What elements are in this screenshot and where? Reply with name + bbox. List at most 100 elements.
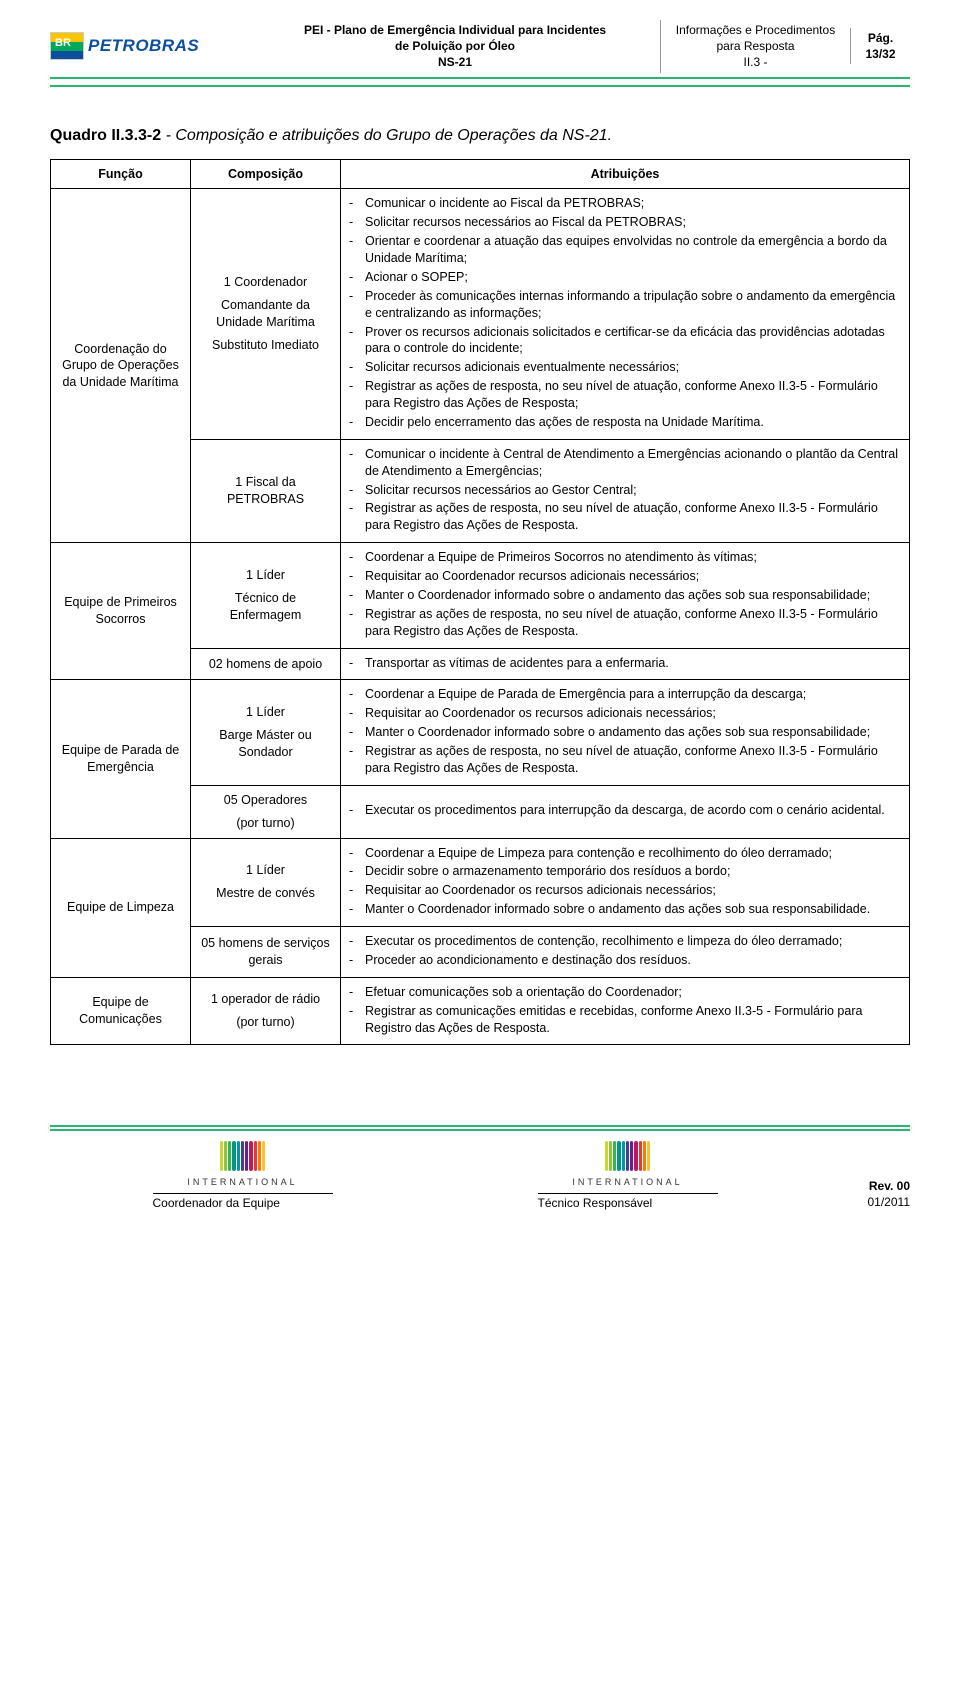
icf-logo-left xyxy=(220,1141,266,1171)
dash-marker: - xyxy=(349,568,365,585)
th-funcao: Função xyxy=(51,159,191,189)
dash-marker: - xyxy=(349,288,365,322)
attr-text: Manter o Coordenador informado sobre o a… xyxy=(365,724,901,741)
dash-marker: - xyxy=(349,724,365,741)
icf-stripe xyxy=(258,1141,261,1171)
icf-stripe xyxy=(245,1141,248,1171)
footer-left-label: Coordenador da Equipe xyxy=(153,1193,333,1210)
dash-marker: - xyxy=(349,606,365,640)
footer-inner: INTERNATIONAL Coordenador da Equipe INTE… xyxy=(50,1129,910,1210)
attr-list: -Efetuar comunicações sob a orientação d… xyxy=(349,984,901,1037)
attr-item: -Prover os recursos adicionais solicitad… xyxy=(349,324,901,358)
cell-composicao: 1 CoordenadorComandante da Unidade Marít… xyxy=(191,189,341,439)
dash-marker: - xyxy=(349,802,365,819)
header-title: PEI - Plano de Emergência Individual par… xyxy=(250,22,660,71)
dash-marker: - xyxy=(349,845,365,862)
cell-funcao: Equipe de Comunicações xyxy=(51,977,191,1045)
quadro-label: Quadro II.3.3-2 xyxy=(50,127,161,144)
attr-item: -Requisitar ao Coordenador recursos adic… xyxy=(349,568,901,585)
comp-line: Substituto Imediato xyxy=(199,337,332,354)
attr-text: Registrar as ações de resposta, no seu n… xyxy=(365,743,901,777)
icf-stripe xyxy=(228,1141,231,1171)
dash-marker: - xyxy=(349,1003,365,1037)
dash-marker: - xyxy=(349,933,365,950)
cell-funcao: Coordenação do Grupo de Operações da Uni… xyxy=(51,189,191,543)
table-row: Equipe de Primeiros Socorros1 LíderTécni… xyxy=(51,543,910,648)
cell-atribuicoes: -Comunicar o incidente à Central de Aten… xyxy=(341,439,910,542)
th-composicao: Composição xyxy=(191,159,341,189)
attr-text: Coordenar a Equipe de Parada de Emergênc… xyxy=(365,686,901,703)
icf-stripe xyxy=(613,1141,616,1171)
attr-text: Coordenar a Equipe de Primeiros Socorros… xyxy=(365,549,901,566)
attr-text: Solicitar recursos adicionais eventualme… xyxy=(365,359,901,376)
table-body: Coordenação do Grupo de Operações da Uni… xyxy=(51,189,910,1045)
attr-list: -Coordenar a Equipe de Limpeza para cont… xyxy=(349,845,901,919)
cell-atribuicoes: -Coordenar a Equipe de Parada de Emergên… xyxy=(341,680,910,785)
comp-line: 1 Líder xyxy=(199,704,332,721)
attr-item: -Manter o Coordenador informado sobre o … xyxy=(349,901,901,918)
dash-marker: - xyxy=(349,233,365,267)
th-atribuicoes: Atribuições xyxy=(341,159,910,189)
attr-item: -Solicitar recursos adicionais eventualm… xyxy=(349,359,901,376)
attr-text: Manter o Coordenador informado sobre o a… xyxy=(365,901,901,918)
icf-mark-left xyxy=(220,1141,266,1171)
attr-item: -Requisitar ao Coordenador os recursos a… xyxy=(349,882,901,899)
table-row: Equipe de Parada de Emergência1 LíderBar… xyxy=(51,680,910,785)
cell-composicao: 05 homens de serviços gerais xyxy=(191,927,341,978)
dash-marker: - xyxy=(349,446,365,480)
attr-item: -Comunicar o incidente à Central de Aten… xyxy=(349,446,901,480)
comp-line: (por turno) xyxy=(199,1014,332,1031)
icf-stripe xyxy=(224,1141,227,1171)
comp-line: 1 Coordenador xyxy=(199,274,332,291)
header-title-line1: PEI - Plano de Emergência Individual par… xyxy=(260,22,650,38)
attr-text: Coordenar a Equipe de Limpeza para conte… xyxy=(365,845,901,862)
attr-list: -Executar os procedimentos para interrup… xyxy=(349,802,901,819)
icf-text-right: INTERNATIONAL xyxy=(572,1177,682,1187)
cell-composicao: 1 LíderMestre de convés xyxy=(191,838,341,927)
attr-text: Transportar as vítimas de acidentes para… xyxy=(365,655,901,672)
attr-item: -Executar os procedimentos para interrup… xyxy=(349,802,901,819)
dash-marker: - xyxy=(349,482,365,499)
header-page: Pág. 13/32 xyxy=(850,28,910,64)
dash-marker: - xyxy=(349,952,365,969)
attr-item: -Proceder às comunicações internas infor… xyxy=(349,288,901,322)
attr-item: -Requisitar ao Coordenador os recursos a… xyxy=(349,705,901,722)
icf-stripe xyxy=(232,1141,235,1171)
icf-text-left: INTERNATIONAL xyxy=(187,1177,297,1187)
attr-item: -Solicitar recursos necessários ao Gesto… xyxy=(349,482,901,499)
attr-text: Manter o Coordenador informado sobre o a… xyxy=(365,587,901,604)
icf-stripe xyxy=(647,1141,650,1171)
attr-list: -Comunicar o incidente à Central de Aten… xyxy=(349,446,901,534)
footer-left: INTERNATIONAL Coordenador da Equipe xyxy=(50,1141,435,1210)
header-info-line3: II.3 - xyxy=(667,54,844,70)
attr-list: -Comunicar o incidente ao Fiscal da PETR… xyxy=(349,195,901,430)
attr-item: -Decidir sobre o armazenamento temporári… xyxy=(349,863,901,880)
attr-item: -Manter o Coordenador informado sobre o … xyxy=(349,724,901,741)
attr-text: Registrar as ações de resposta, no seu n… xyxy=(365,606,901,640)
icf-stripe xyxy=(634,1141,637,1171)
attr-list: -Coordenar a Equipe de Primeiros Socorro… xyxy=(349,549,901,639)
header-info-line1: Informações e Procedimentos xyxy=(667,22,844,38)
attr-text: Registrar as ações de resposta, no seu n… xyxy=(365,500,901,534)
dash-marker: - xyxy=(349,743,365,777)
attr-text: Orientar e coordenar a atuação das equip… xyxy=(365,233,901,267)
attr-text: Solicitar recursos necessários ao Gestor… xyxy=(365,482,901,499)
comp-line: 02 homens de apoio xyxy=(199,656,332,673)
icf-stripe xyxy=(617,1141,620,1171)
dash-marker: - xyxy=(349,901,365,918)
table-row: Equipe de Comunicações 1 operador de rádi… xyxy=(51,977,910,1045)
logo-wordmark: PETROBRAS xyxy=(88,36,199,56)
dash-marker: - xyxy=(349,882,365,899)
dash-marker: - xyxy=(349,705,365,722)
comp-line: (por turno) xyxy=(199,815,332,832)
icf-mark-right xyxy=(605,1141,651,1171)
dash-marker: - xyxy=(349,549,365,566)
header-title-line2: de Poluição por Óleo xyxy=(260,38,650,54)
attr-list: -Executar os procedimentos de contenção,… xyxy=(349,933,901,969)
attr-item: -Efetuar comunicações sob a orientação d… xyxy=(349,984,901,1001)
attr-text: Comunicar o incidente à Central de Atend… xyxy=(365,446,901,480)
comp-line: 1 operador de rádio xyxy=(199,991,332,1008)
table-row: Equipe de Limpeza1 LíderMestre de convés… xyxy=(51,838,910,927)
logo-block: BR PETROBRAS xyxy=(50,32,250,60)
quadro-title: Quadro II.3.3-2 - Composição e atribuiçõ… xyxy=(50,127,910,145)
